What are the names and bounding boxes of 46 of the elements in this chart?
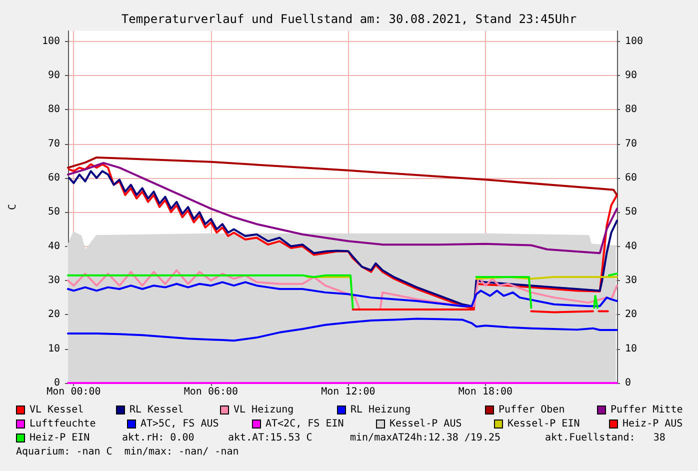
y-tick-label: 50 bbox=[48, 206, 60, 218]
y2-tick-label: 20 bbox=[625, 309, 638, 320]
text: Aquarium: -nan C min/max: -nan/ -nan bbox=[16, 446, 239, 458]
legend-label: Luftfeuchte bbox=[30, 418, 96, 430]
y2-tick-label: 100 bbox=[625, 36, 644, 47]
y-tick-label: 20 bbox=[48, 309, 60, 320]
y2-tick-label: 70 bbox=[625, 138, 638, 150]
x-tick-label: Mon 00:00 bbox=[46, 386, 101, 398]
y2-tick-label: 90 bbox=[625, 70, 638, 81]
x-tick-label: Mon 18:00 bbox=[458, 386, 513, 398]
legend-label: Heiz-P EIN bbox=[30, 432, 90, 444]
y2-tick-label: 30 bbox=[625, 274, 638, 286]
y2-tick-label: 10 bbox=[625, 343, 638, 354]
legend-label: Kessel-P EIN bbox=[508, 418, 580, 430]
text: akt.Fuellstand: 38 bbox=[545, 432, 666, 444]
y2-tick-label: 60 bbox=[625, 172, 638, 184]
chart-title: Temperaturverlauf und Fuellstand am: 30.08.2021, Stand 23:45Uhr bbox=[121, 12, 577, 26]
y-tick-label: 0 bbox=[54, 378, 60, 388]
legend-label: AT<2C, FS EIN bbox=[266, 418, 344, 430]
y-tick-label: 40 bbox=[48, 240, 60, 252]
legend-label: VL Kessel bbox=[30, 404, 84, 416]
y-tick-label: 60 bbox=[48, 172, 60, 184]
x-tick-label: Mon 12:00 bbox=[321, 386, 376, 398]
y-tick-label: 100 bbox=[42, 36, 60, 47]
legend-label: VL Heizung bbox=[234, 404, 294, 416]
x-tick-label: Mon 06:00 bbox=[184, 386, 238, 398]
y-tick-label: 80 bbox=[48, 104, 60, 116]
text: min/maxAT24h:12.38 /19.25 bbox=[350, 432, 501, 444]
y-tick-label: 90 bbox=[48, 70, 60, 81]
text: akt.rH: 0.00 bbox=[122, 432, 194, 444]
legend-label: Puffer Mitte bbox=[610, 404, 683, 416]
y-tick-label: 70 bbox=[48, 138, 60, 150]
text: akt.AT:15.53 C bbox=[228, 432, 312, 444]
y-axis-title: C bbox=[8, 204, 18, 210]
y2-tick-label: 40 bbox=[625, 240, 638, 252]
legend-label: Heiz-P AUS bbox=[622, 418, 683, 430]
y2-tick-label: 80 bbox=[625, 104, 638, 116]
legend-label: RL Heizung bbox=[350, 404, 411, 416]
legend-label: Puffer Oben bbox=[498, 404, 565, 416]
legend-label: Kessel-P AUS bbox=[390, 418, 462, 430]
y2-tick-label: 50 bbox=[625, 206, 638, 218]
legend-label: RL Kessel bbox=[130, 404, 184, 416]
legend-label: AT>5C, FS AUS bbox=[140, 418, 219, 430]
y-tick-label: 10 bbox=[48, 343, 60, 354]
y-tick-label: 30 bbox=[48, 274, 60, 286]
y2-tick-label: 0 bbox=[625, 378, 632, 388]
